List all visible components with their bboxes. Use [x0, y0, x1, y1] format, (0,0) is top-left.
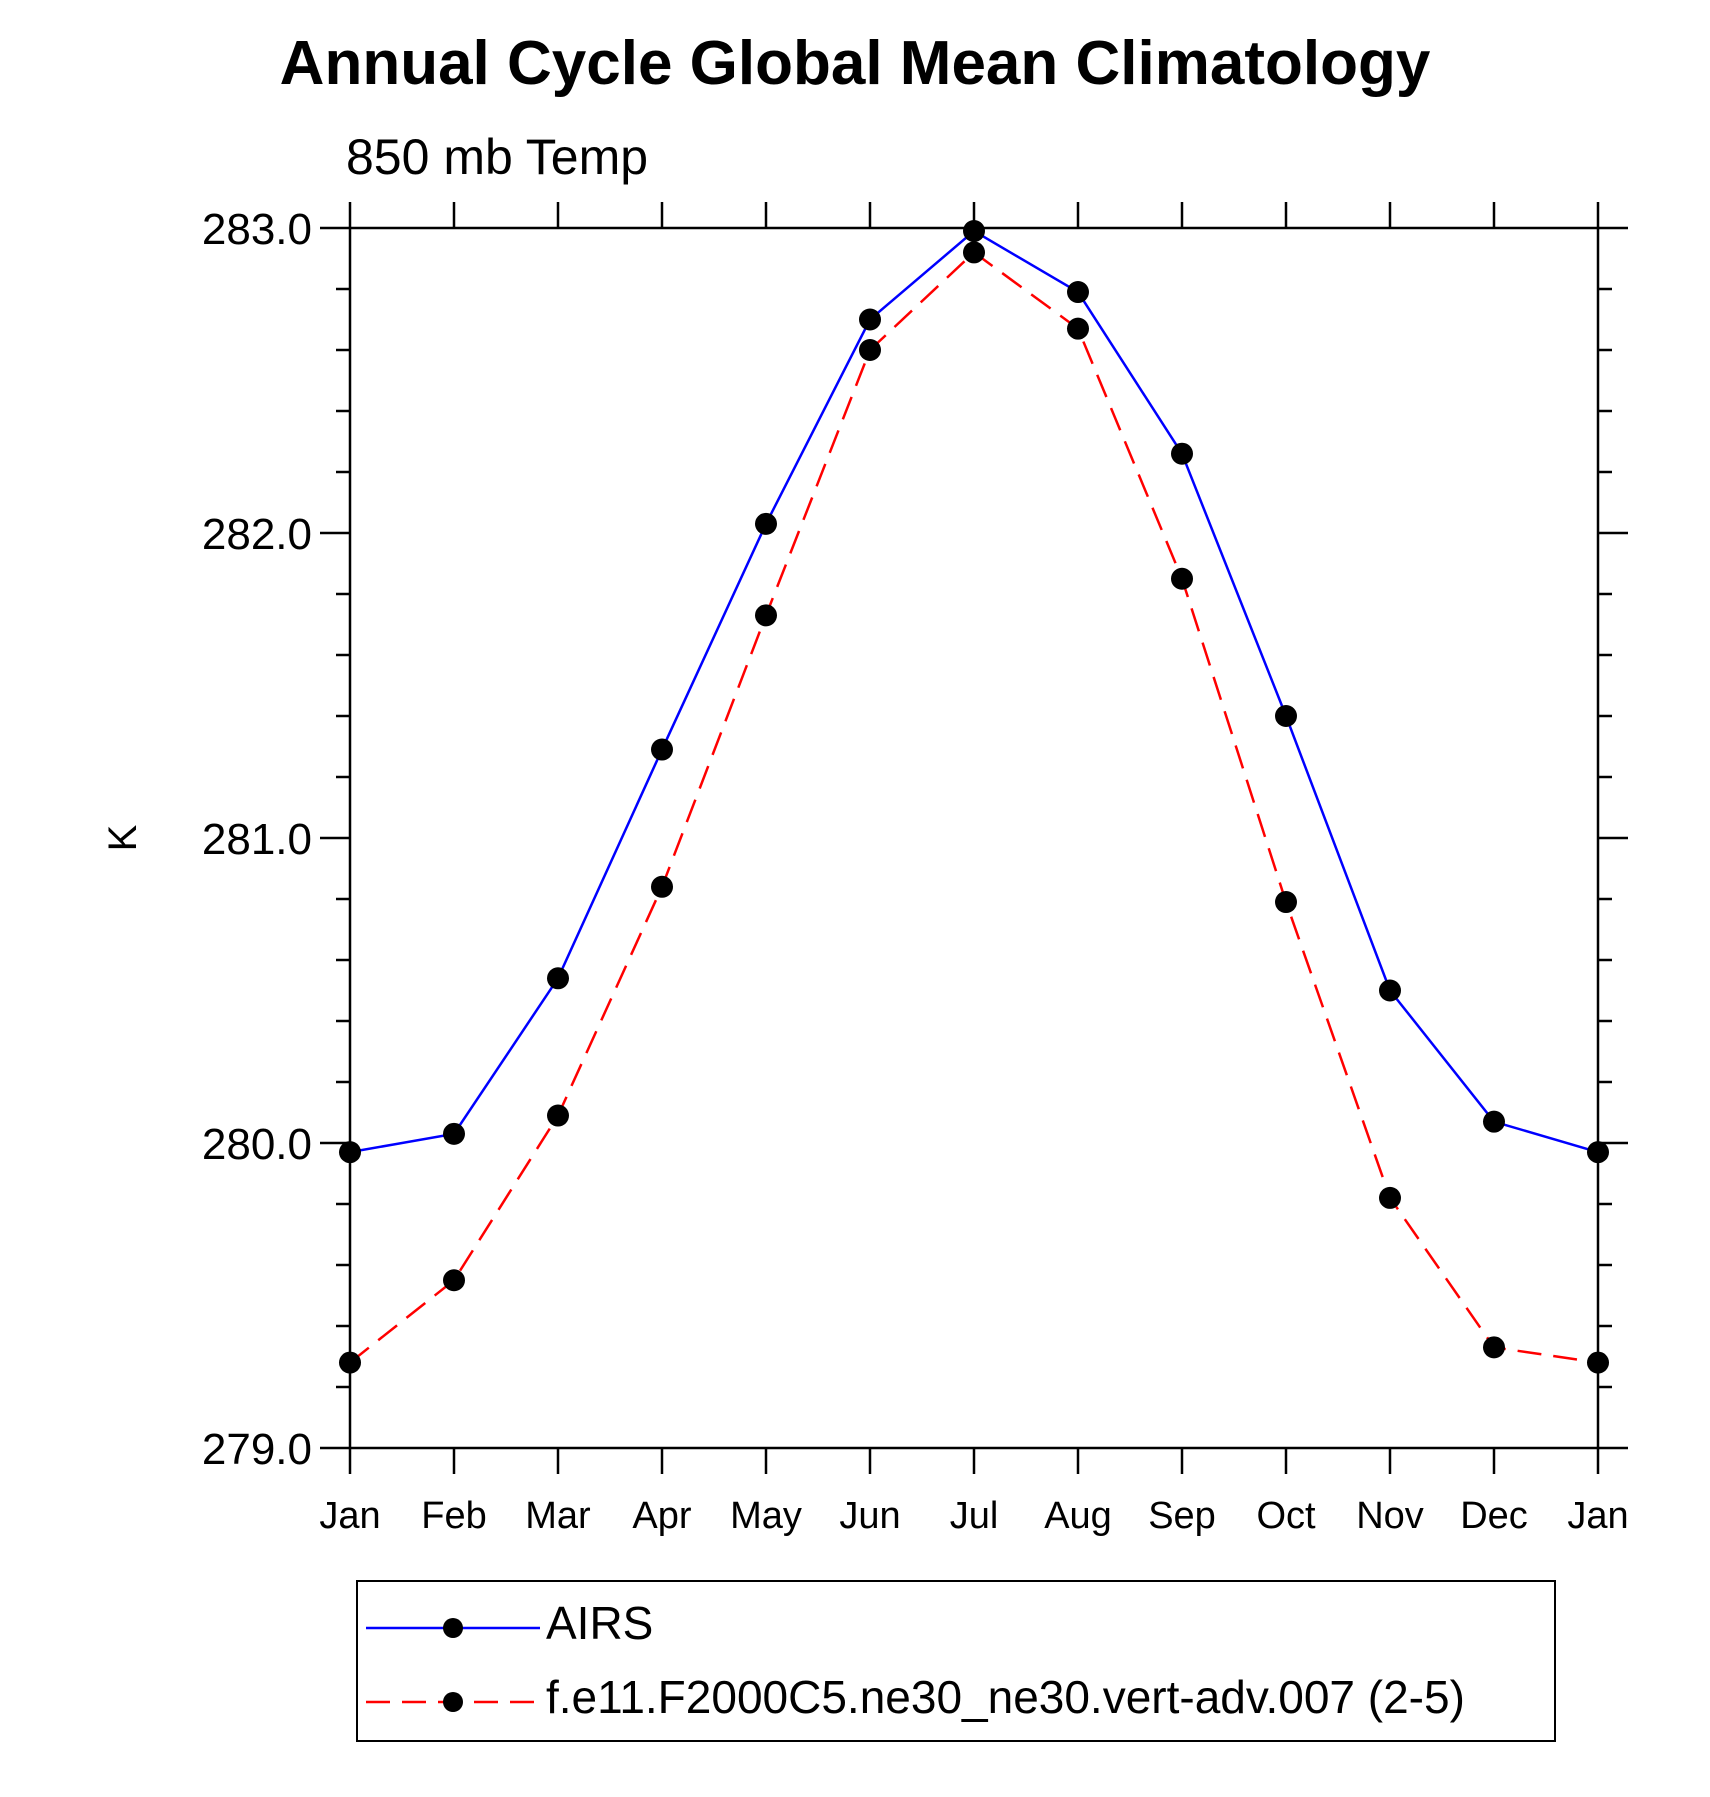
y-tick-label: 280.0	[202, 1120, 312, 1169]
series-1-point	[963, 241, 985, 264]
series-0-point	[443, 1122, 465, 1145]
series-line-1	[349, 250, 1599, 1364]
x-tick-label: Aug	[1044, 1495, 1112, 1537]
x-tick-label: Apr	[632, 1495, 691, 1537]
x-tick-label: Jun	[839, 1495, 900, 1537]
series-1-point	[1587, 1351, 1609, 1374]
series-0-point	[547, 967, 569, 990]
x-tick-label: Jan	[319, 1495, 380, 1537]
x-tick-label: Feb	[421, 1495, 486, 1537]
x-tick-label: Jul	[950, 1495, 999, 1537]
y-tick-label: 283.0	[202, 205, 312, 254]
series-0-point	[859, 308, 881, 331]
x-tick-label: Mar	[525, 1495, 591, 1537]
plot-frame	[348, 226, 1600, 1450]
legend-swatch-model	[366, 1692, 540, 1712]
series-0-point	[1275, 705, 1297, 727]
y-tick-label: 279.0	[202, 1425, 312, 1474]
legend-swatch-airs	[366, 1618, 540, 1638]
chart-title: Annual Cycle Global Mean Climatology	[279, 29, 1431, 98]
legend: AIRS f.e11.F2000C5.ne30_ne30.vert-adv.00…	[356, 1580, 1556, 1742]
x-tick-label: May	[730, 1495, 802, 1537]
x-tick-label: Jan	[1567, 1495, 1628, 1537]
series-0-point	[1379, 979, 1401, 1002]
series-0-point	[755, 512, 777, 535]
series-0-point	[651, 738, 673, 761]
y-tick-label: 282.0	[202, 510, 312, 559]
x-tick-label: Nov	[1356, 1495, 1424, 1537]
chart-subtitle: 850 mb Temp	[346, 129, 649, 185]
legend-label-model: f.e11.F2000C5.ne30_ne30.vert-adv.007 (2-…	[546, 1671, 1465, 1723]
series-1-point	[859, 339, 881, 361]
series-0-point	[1067, 281, 1089, 304]
y-axis-label: K	[101, 824, 145, 851]
y-tick-label: 281.0	[202, 815, 312, 864]
series-1-point	[1483, 1336, 1505, 1359]
x-tick-label: Sep	[1148, 1495, 1216, 1537]
series-1-point	[443, 1269, 465, 1292]
series-1-point	[1275, 891, 1297, 914]
series-0-point	[963, 220, 985, 243]
series-0-point	[339, 1141, 361, 1164]
series-0-point	[1483, 1110, 1505, 1133]
x-tick-label: Oct	[1256, 1495, 1316, 1537]
series-1-point	[1067, 317, 1089, 340]
series-0-point	[1587, 1141, 1609, 1164]
series-line-0	[349, 229, 1599, 1154]
legend-label-airs: AIRS	[546, 1597, 654, 1649]
legend-item-airs: AIRS	[358, 1588, 1554, 1658]
x-tick-label: Dec	[1460, 1495, 1528, 1537]
series-1-point	[339, 1351, 361, 1374]
series-1-point	[1171, 567, 1193, 590]
series-1-point	[755, 604, 777, 627]
series-1-point	[547, 1104, 569, 1127]
series-1-point	[651, 875, 673, 898]
legend-item-model: f.e11.F2000C5.ne30_ne30.vert-adv.007 (2-…	[358, 1662, 1554, 1732]
series-1-point	[1379, 1186, 1401, 1209]
series-0-point	[1171, 442, 1193, 465]
